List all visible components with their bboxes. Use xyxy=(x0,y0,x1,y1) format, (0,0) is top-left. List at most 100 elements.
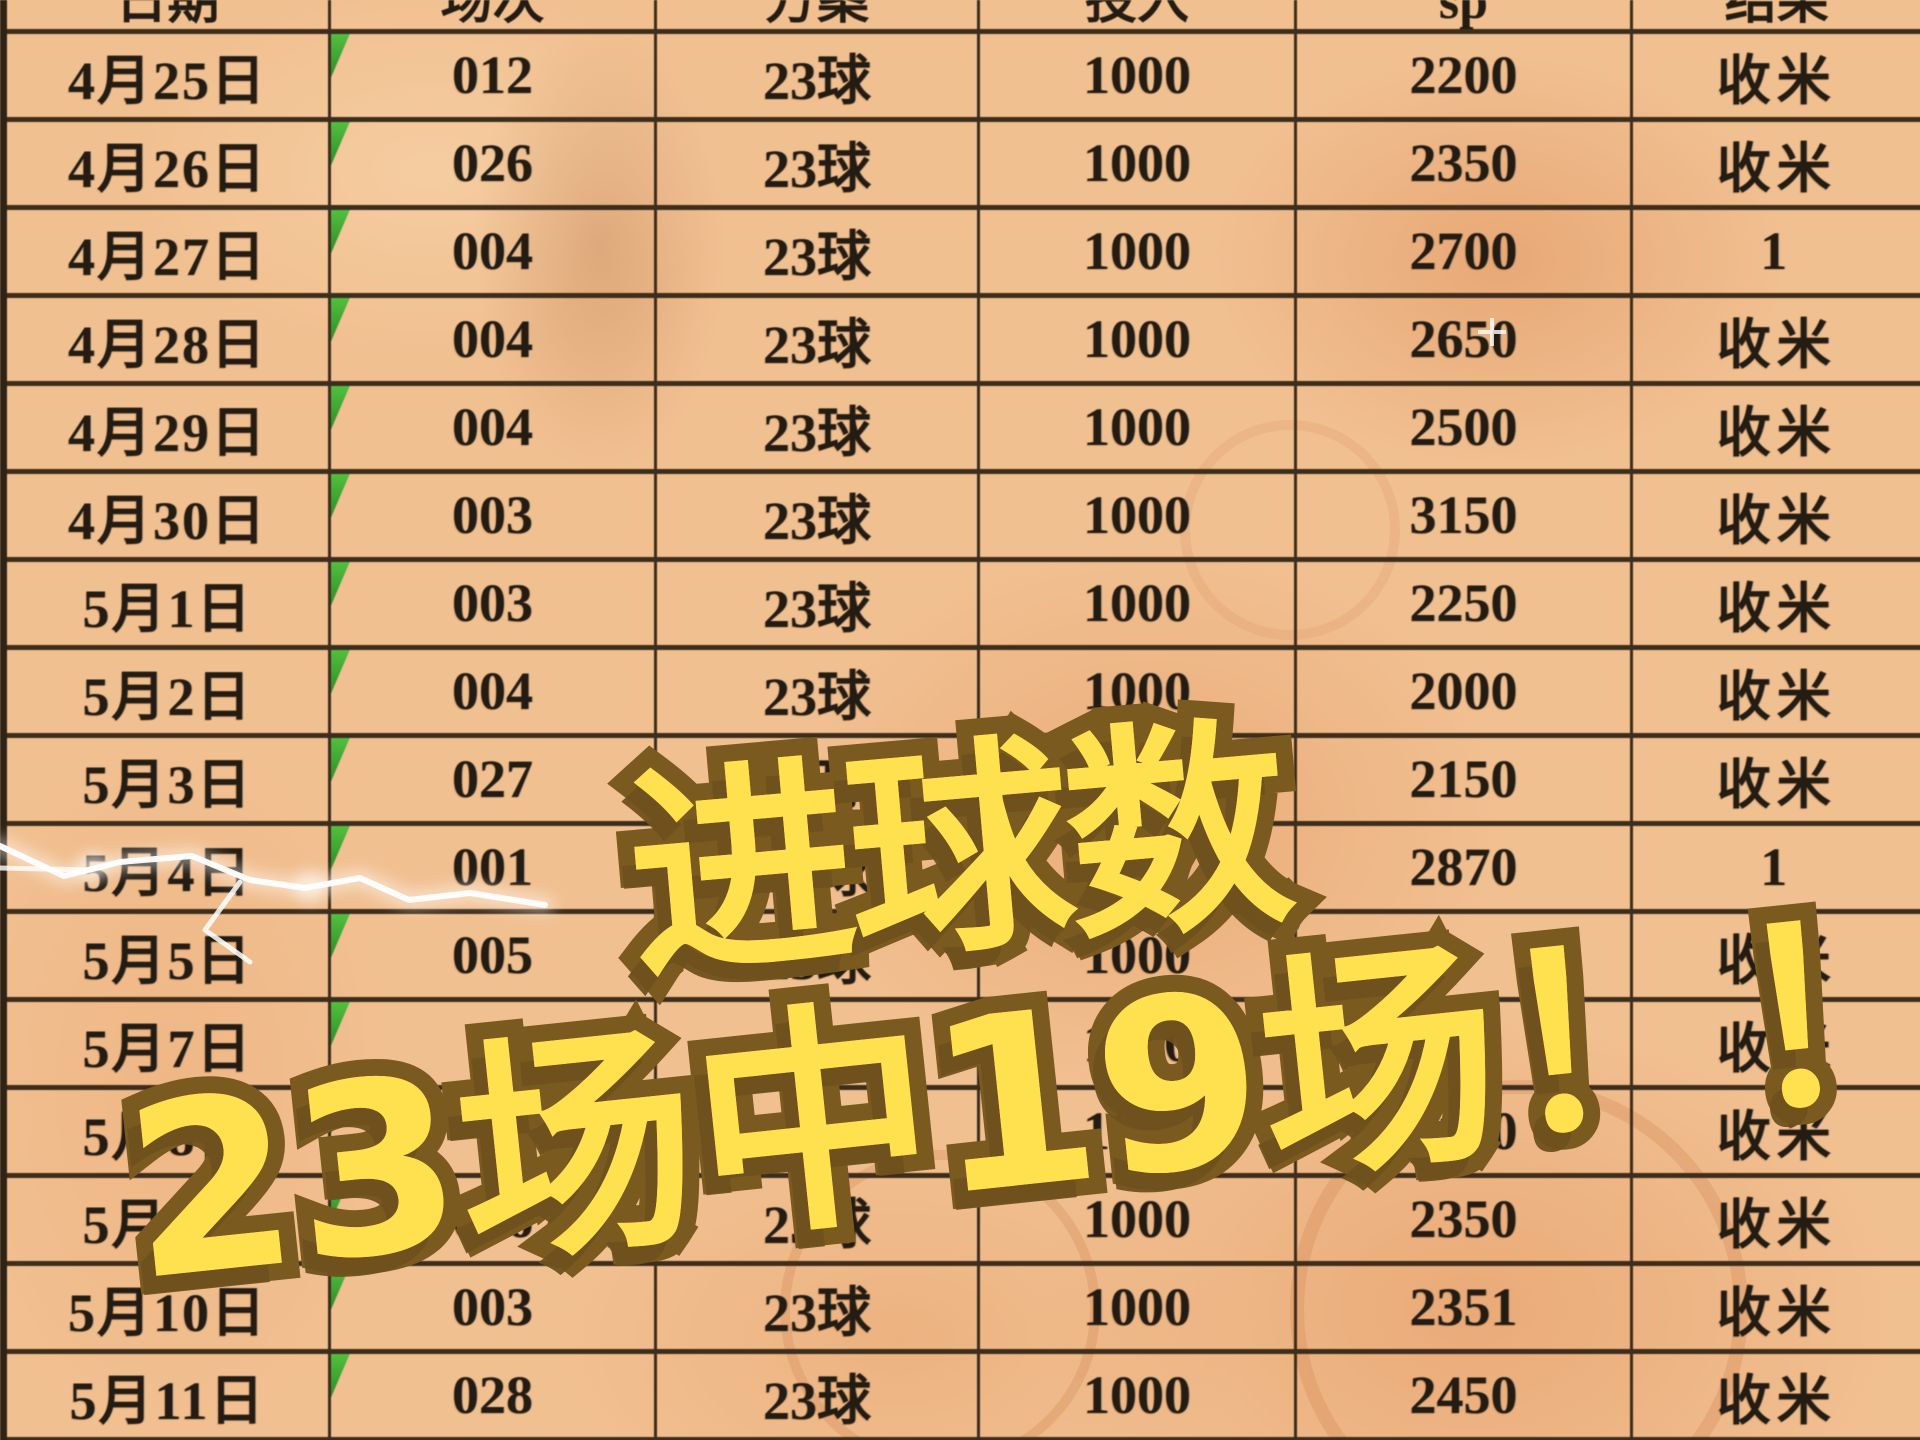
cell-date: 5月11日 xyxy=(2,1348,331,1440)
cell-result: 收米 xyxy=(1630,1172,1920,1266)
cell-result: 收米 xyxy=(1630,1348,1920,1440)
cell-stake: 1000 xyxy=(977,1348,1297,1440)
table-row: 4月27日 004 23球 1000 2700 1 xyxy=(2,204,1920,298)
table-row: 5月3日 027 23球 1000 2150 收米 xyxy=(2,732,1920,826)
cell-plan: 23球 xyxy=(654,116,980,210)
cell-result: 收米 xyxy=(1630,908,1920,1002)
col-header-result: 结果 xyxy=(1630,0,1920,34)
cell-sp xyxy=(1294,908,1633,1002)
comment-marker-icon xyxy=(331,297,350,342)
cell-sp: 2870 xyxy=(1294,820,1633,914)
cell-session: 026 xyxy=(328,116,657,210)
cell-result: 收米 xyxy=(1630,556,1920,650)
cell-session: 004 xyxy=(328,292,657,386)
comment-marker-icon xyxy=(331,1353,350,1398)
table-row: 4月26日 026 23球 1000 2350 收米 xyxy=(2,116,1920,210)
col-header-sp: sp xyxy=(1294,0,1633,34)
cell-date: 5月1日 xyxy=(2,556,331,650)
cell-stake: 1000 xyxy=(977,1084,1297,1178)
cell-date: 5月2日 xyxy=(2,644,331,738)
cell-sp: 2700 xyxy=(1294,204,1633,298)
cell-plan xyxy=(654,996,980,1090)
cell-session: 027 xyxy=(328,732,657,826)
table-row: 4月30日 003 23球 1000 3150 收米 xyxy=(2,468,1920,562)
table-row: 5月7日 1000 收米 xyxy=(2,996,1920,1090)
cell-session: 012 xyxy=(328,28,657,122)
comment-marker-icon xyxy=(331,121,350,166)
cell-result: 收米 xyxy=(1630,28,1920,122)
cell-plan: 23球 xyxy=(654,1172,980,1266)
cell-result: 收米 xyxy=(1630,732,1920,826)
cell-session: 005 xyxy=(328,908,657,1002)
header-row: 日期 场次 方案 投入 sp 结果 xyxy=(2,0,1920,34)
cell-plan: 23球 xyxy=(654,1348,980,1440)
cell-sp: 2500 xyxy=(1294,380,1633,474)
cell-stake: 1000 xyxy=(977,820,1297,914)
cell-stake: 1000 xyxy=(977,996,1297,1090)
table-row: 5月10日 003 23球 1000 2351 收米 xyxy=(2,1260,1920,1354)
col-header-session: 场次 xyxy=(328,0,657,34)
cell-stake: 1000 xyxy=(977,644,1297,738)
comment-marker-icon xyxy=(331,209,350,254)
cell-sp xyxy=(1294,996,1633,1090)
cell-session xyxy=(328,1084,657,1178)
cell-sp: 2200 xyxy=(1294,28,1633,122)
cell-sp: 2000 xyxy=(1294,644,1633,738)
cell-session: 001 xyxy=(328,820,657,914)
cell-date: 5月3日 xyxy=(2,732,331,826)
cell-sp: 2350 xyxy=(1294,1172,1633,1266)
cell-date: 5月10日 xyxy=(2,1260,331,1354)
cell-plan: 23球 xyxy=(654,908,980,1002)
cell-session: 004 xyxy=(328,380,657,474)
cell-plan: 23球 xyxy=(654,732,980,826)
cell-plan: 23球 xyxy=(654,28,980,122)
cell-stake: 1000 xyxy=(977,380,1297,474)
cell-sp: 2650 xyxy=(1294,292,1633,386)
cell-plan: 23球 xyxy=(654,468,980,562)
col-header-plan: 方案 xyxy=(654,0,980,34)
table-row: 4月25日 012 23球 1000 2200 收米 xyxy=(2,28,1920,122)
cell-sp: 2351 xyxy=(1294,1260,1633,1354)
col-header-stake: 投入 xyxy=(977,0,1297,34)
table-row: 4月29日 004 23球 1000 2500 收米 xyxy=(2,380,1920,474)
table-row: 5月11日 028 23球 1000 2450 收米 xyxy=(2,1348,1920,1440)
cell-stake: 1000 xyxy=(977,28,1297,122)
comment-marker-icon xyxy=(331,33,350,78)
cell-plan xyxy=(654,1084,980,1178)
table-row: 4月28日 004 23球 1000 2650 收米 xyxy=(2,292,1920,386)
cell-stake: 1000 xyxy=(977,292,1297,386)
comment-marker-icon xyxy=(331,649,350,694)
comment-marker-icon xyxy=(331,825,350,870)
cell-stake: 1000 xyxy=(977,204,1297,298)
cell-result: 收米 xyxy=(1630,380,1920,474)
cell-plan: 23球 xyxy=(654,204,980,298)
table-row: 5月8日 1000 2150 收米 xyxy=(2,1084,1920,1178)
cell-date: 4月28日 xyxy=(2,292,331,386)
comment-marker-icon xyxy=(331,561,350,606)
comment-marker-icon xyxy=(331,913,350,958)
cell-stake: 1000 xyxy=(977,116,1297,210)
cell-result: 收米 xyxy=(1630,996,1920,1090)
cell-result: 收米 xyxy=(1630,292,1920,386)
cell-date: 5月7日 xyxy=(2,996,331,1090)
cell-session: 028 xyxy=(328,1348,657,1440)
table-row: 5月9日 006 23球 1000 2350 收米 xyxy=(2,1172,1920,1266)
cell-result: 收米 xyxy=(1630,1260,1920,1354)
cell-sp: 2350 xyxy=(1294,116,1633,210)
comment-marker-icon xyxy=(331,473,350,518)
cell-date: 4月27日 xyxy=(2,204,331,298)
cell-result: 收米 xyxy=(1630,116,1920,210)
cell-sp: 3150 xyxy=(1294,468,1633,562)
cell-date: 4月29日 xyxy=(2,380,331,474)
cell-sp: 2450 xyxy=(1294,1348,1633,1440)
cell-plan: 23球 xyxy=(654,292,980,386)
cell-sp: 2250 xyxy=(1294,556,1633,650)
cell-plan: 23球 xyxy=(654,1260,980,1354)
cell-stake: 1000 xyxy=(977,1260,1297,1354)
cell-stake: 1000 xyxy=(977,732,1297,826)
cell-result: 收米 xyxy=(1630,468,1920,562)
cell-sp: 2150 xyxy=(1294,732,1633,826)
cell-plan: 23球 xyxy=(654,556,980,650)
